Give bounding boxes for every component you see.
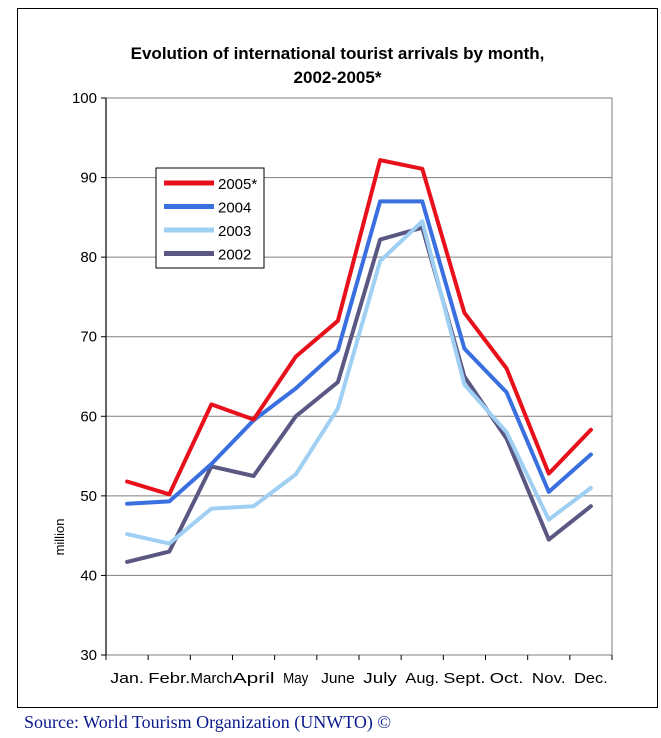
y-tick-label: 100: [72, 90, 97, 107]
series-line-2005: [125, 158, 593, 497]
chart-title-line-1: Evolution of international tourist arriv…: [130, 44, 545, 63]
x-tick-label: Aug.: [405, 670, 439, 687]
series-line-2003: [125, 219, 593, 546]
x-tick-label: Oct.: [490, 670, 524, 687]
y-tick-label: 40: [80, 567, 97, 584]
x-tick-label: June: [321, 670, 355, 687]
x-tick-label: Jan.: [110, 670, 144, 687]
legend-label: 2002: [218, 247, 251, 264]
legend-label: 2004: [218, 200, 251, 217]
legend-label: 2005*: [218, 176, 257, 193]
x-tick-label: Nov.: [532, 670, 566, 687]
series-line-2004: [125, 199, 593, 506]
chart-frame: [17, 8, 658, 708]
y-axis-label: million: [52, 519, 67, 556]
x-tick-label: Dec.: [574, 670, 608, 687]
x-tick-label: Febr.: [148, 670, 190, 687]
x-tick-label: July: [363, 670, 397, 687]
chart-title-line-2: 2002-2005*: [293, 68, 382, 87]
x-tick-label: May: [283, 670, 309, 687]
x-tick-label: Sept.: [443, 670, 485, 687]
y-tick-label: 60: [80, 408, 97, 425]
y-tick-label: 80: [80, 249, 97, 266]
y-tick-label: 50: [80, 488, 97, 505]
source-note: Source: World Tourism Organization (UNWT…: [24, 712, 392, 732]
chart-title: Evolution of international tourist arriv…: [17, 42, 658, 90]
x-tick-label: April: [233, 670, 275, 687]
legend-label: 2003: [218, 223, 251, 240]
x-tick-label: March: [190, 670, 232, 687]
y-tick-label: 90: [80, 170, 97, 187]
series-line-2002: [125, 225, 593, 564]
y-tick-label: 70: [80, 329, 97, 346]
y-tick-label: 30: [80, 647, 97, 664]
